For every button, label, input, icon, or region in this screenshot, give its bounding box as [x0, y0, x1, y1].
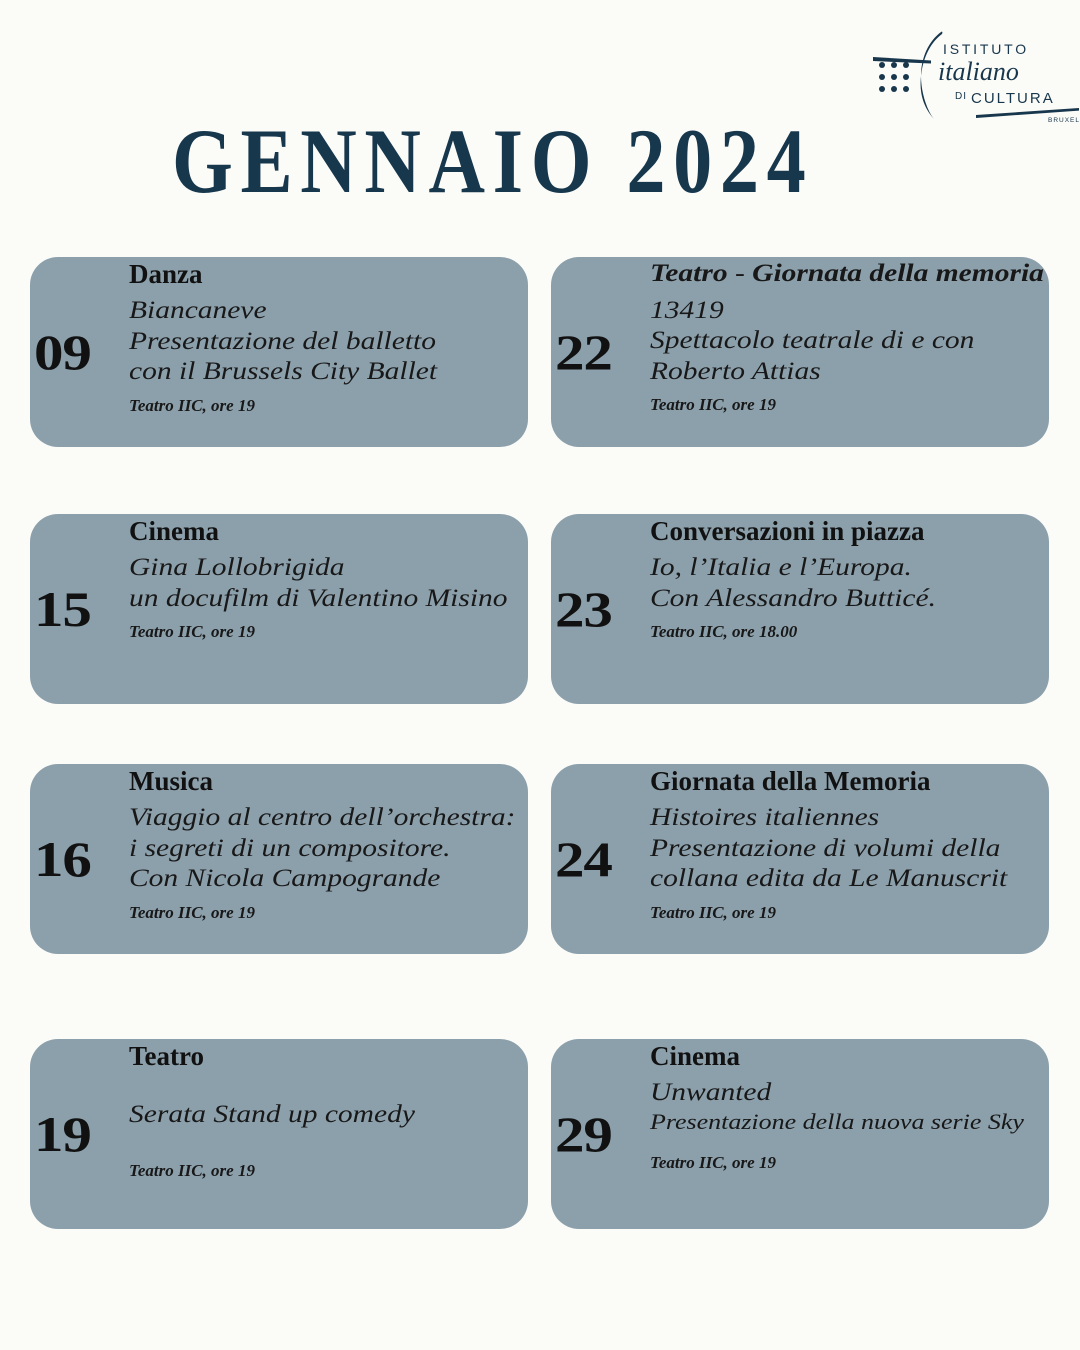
svg-text:ISTITUTO: ISTITUTO	[943, 41, 1029, 57]
svg-text:DI: DI	[955, 91, 967, 102]
svg-text:italiano: italiano	[938, 57, 1019, 86]
svg-text:BRUXELLES: BRUXELLES	[1048, 117, 1080, 123]
svg-text:CULTURA: CULTURA	[971, 90, 1055, 107]
